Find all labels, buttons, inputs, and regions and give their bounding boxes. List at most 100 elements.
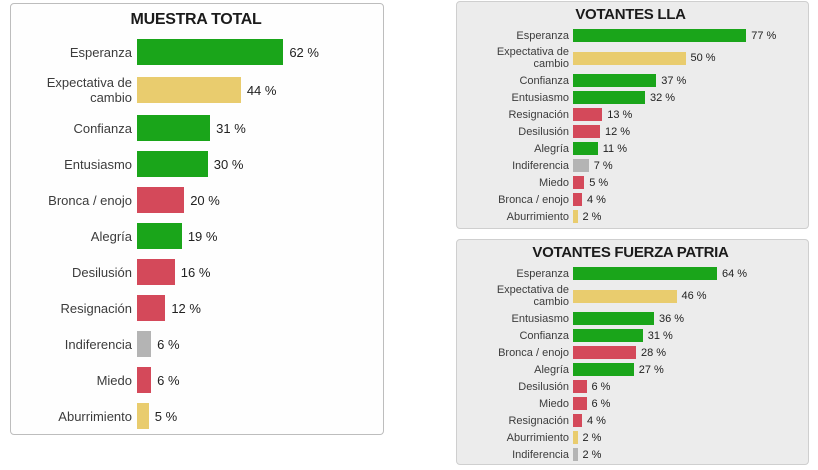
bar-track: 50 % [573, 51, 798, 65]
category-label: Expectativa de cambio [496, 284, 569, 308]
bar [573, 74, 657, 87]
chart-row: Desilusión 16 % [19, 259, 373, 285]
value-label: 50 % [690, 52, 716, 64]
value-label: 12 % [605, 125, 631, 138]
bar [573, 125, 600, 138]
chart-panel-muestra-total: MUESTRA TOTAL Esperanza 62 % Expectativa d… [10, 3, 384, 435]
chart-row: Bronca / enojo 28 % [463, 346, 798, 359]
chart-row: Confianza 31 % [19, 115, 373, 141]
bar [137, 223, 182, 249]
bar-track: 28 % [573, 346, 798, 359]
bar-track: 11 % [573, 142, 798, 155]
value-label: 6 % [157, 372, 180, 388]
bar [137, 403, 149, 429]
bar-track: 77 % [573, 29, 798, 42]
chart-panel-votantes-lla: VOTANTES LLA Esperanza 77 % Expectativa de… [456, 1, 809, 229]
value-label: 46 % [681, 290, 707, 302]
bar-track: 2 % [573, 431, 798, 444]
bar-track: 13 % [573, 108, 798, 121]
chart-row: Indiferencia 2 % [463, 448, 798, 461]
chart-row: Esperanza 77 % [463, 29, 798, 42]
chart-title: MUESTRA TOTAL [130, 11, 262, 28]
value-label: 2 % [582, 431, 602, 444]
value-label: 11 % [602, 142, 628, 155]
value-label: 5 % [589, 176, 609, 189]
bar [137, 77, 241, 103]
chart-row: Alegría 11 % [463, 142, 798, 155]
chart-panel-votantes-fuerza-patria: VOTANTES FUERZA PATRIA Esperanza 64 % Expe… [456, 239, 809, 465]
chart-row: Resignación 4 % [463, 414, 798, 427]
category-label: Desilusión [72, 264, 132, 280]
category-label: Miedo [96, 372, 132, 388]
category-label: Bronca / enojo [48, 192, 132, 208]
category-label: Alegría [90, 228, 132, 244]
bar [573, 193, 582, 206]
value-label: 6 % [591, 397, 611, 410]
bar [573, 159, 589, 172]
category-label: Resignación [508, 108, 569, 121]
chart-title: VOTANTES LLA [575, 6, 686, 23]
chart-title: VOTANTES FUERZA PATRIA [532, 244, 729, 261]
category-label: Bronca / enojo [498, 346, 569, 359]
chart-row: Bronca / enojo 20 % [19, 187, 373, 213]
category-label: Entusiasmo [511, 312, 569, 325]
chart-rows: Esperanza 77 % Expectativa de cambio 50 % Co… [463, 29, 798, 223]
category-label: Confianza [73, 120, 132, 136]
bar-track: 2 % [573, 448, 798, 461]
bar [573, 329, 643, 342]
category-label: Indiferencia [512, 159, 569, 172]
value-label: 37 % [661, 74, 687, 87]
category-label: Aburrimiento [506, 210, 569, 223]
category-label: Entusiasmo [64, 156, 132, 172]
bar [573, 397, 587, 410]
value-label: 32 % [650, 91, 676, 104]
bar [137, 151, 208, 177]
chart-row: Esperanza 64 % [463, 267, 798, 280]
category-label: Entusiasmo [511, 91, 569, 104]
bar [573, 431, 578, 444]
bar-track: 62 % [137, 39, 373, 65]
value-label: 2 % [582, 210, 602, 223]
category-label: Alegría [534, 363, 569, 376]
category-label: Alegría [534, 142, 569, 155]
bar-track: 5 % [137, 403, 373, 429]
chart-row: Alegría 27 % [463, 363, 798, 376]
chart-row: Alegría 19 % [19, 223, 373, 249]
value-label: 19 % [187, 228, 218, 244]
chart-row: Aburrimiento 5 % [19, 403, 373, 429]
category-label: Bronca / enojo [498, 193, 569, 206]
value-label: 77 % [751, 29, 777, 42]
chart-row: Confianza 31 % [463, 329, 798, 342]
category-label: Desilusión [518, 380, 569, 393]
value-label: 12 % [171, 300, 201, 316]
category-label: Esperanza [516, 267, 569, 280]
value-label: 13 % [607, 108, 633, 121]
bar [137, 259, 175, 285]
value-label: 27 % [638, 363, 664, 376]
bar [573, 312, 654, 325]
bar-track: 7 % [573, 159, 798, 172]
chart-row: Miedo 6 % [463, 397, 798, 410]
bar-track: 46 % [573, 289, 798, 303]
chart-row: Indiferencia 7 % [463, 159, 798, 172]
value-label: 62 % [289, 44, 319, 60]
bar [137, 367, 152, 393]
category-label: Indiferencia [64, 336, 132, 352]
value-label: 6 % [591, 380, 611, 393]
category-label: Esperanza [516, 29, 569, 42]
value-label: 30 % [213, 156, 244, 172]
chart-row: Bronca / enojo 4 % [463, 193, 798, 206]
bar-track: 19 % [137, 223, 373, 249]
bar-track: 4 % [573, 414, 798, 427]
bar-track: 12 % [573, 125, 798, 138]
bar-track: 12 % [137, 295, 373, 321]
bar-track: 31 % [573, 329, 798, 342]
category-label: Confianza [519, 74, 569, 87]
value-label: 31 % [647, 329, 673, 342]
chart-row: Expectativa de cambio 50 % [463, 46, 798, 70]
bar [573, 142, 598, 155]
chart-row: Resignación 13 % [463, 108, 798, 121]
bar [573, 29, 747, 42]
bar-track: 20 % [137, 187, 373, 213]
